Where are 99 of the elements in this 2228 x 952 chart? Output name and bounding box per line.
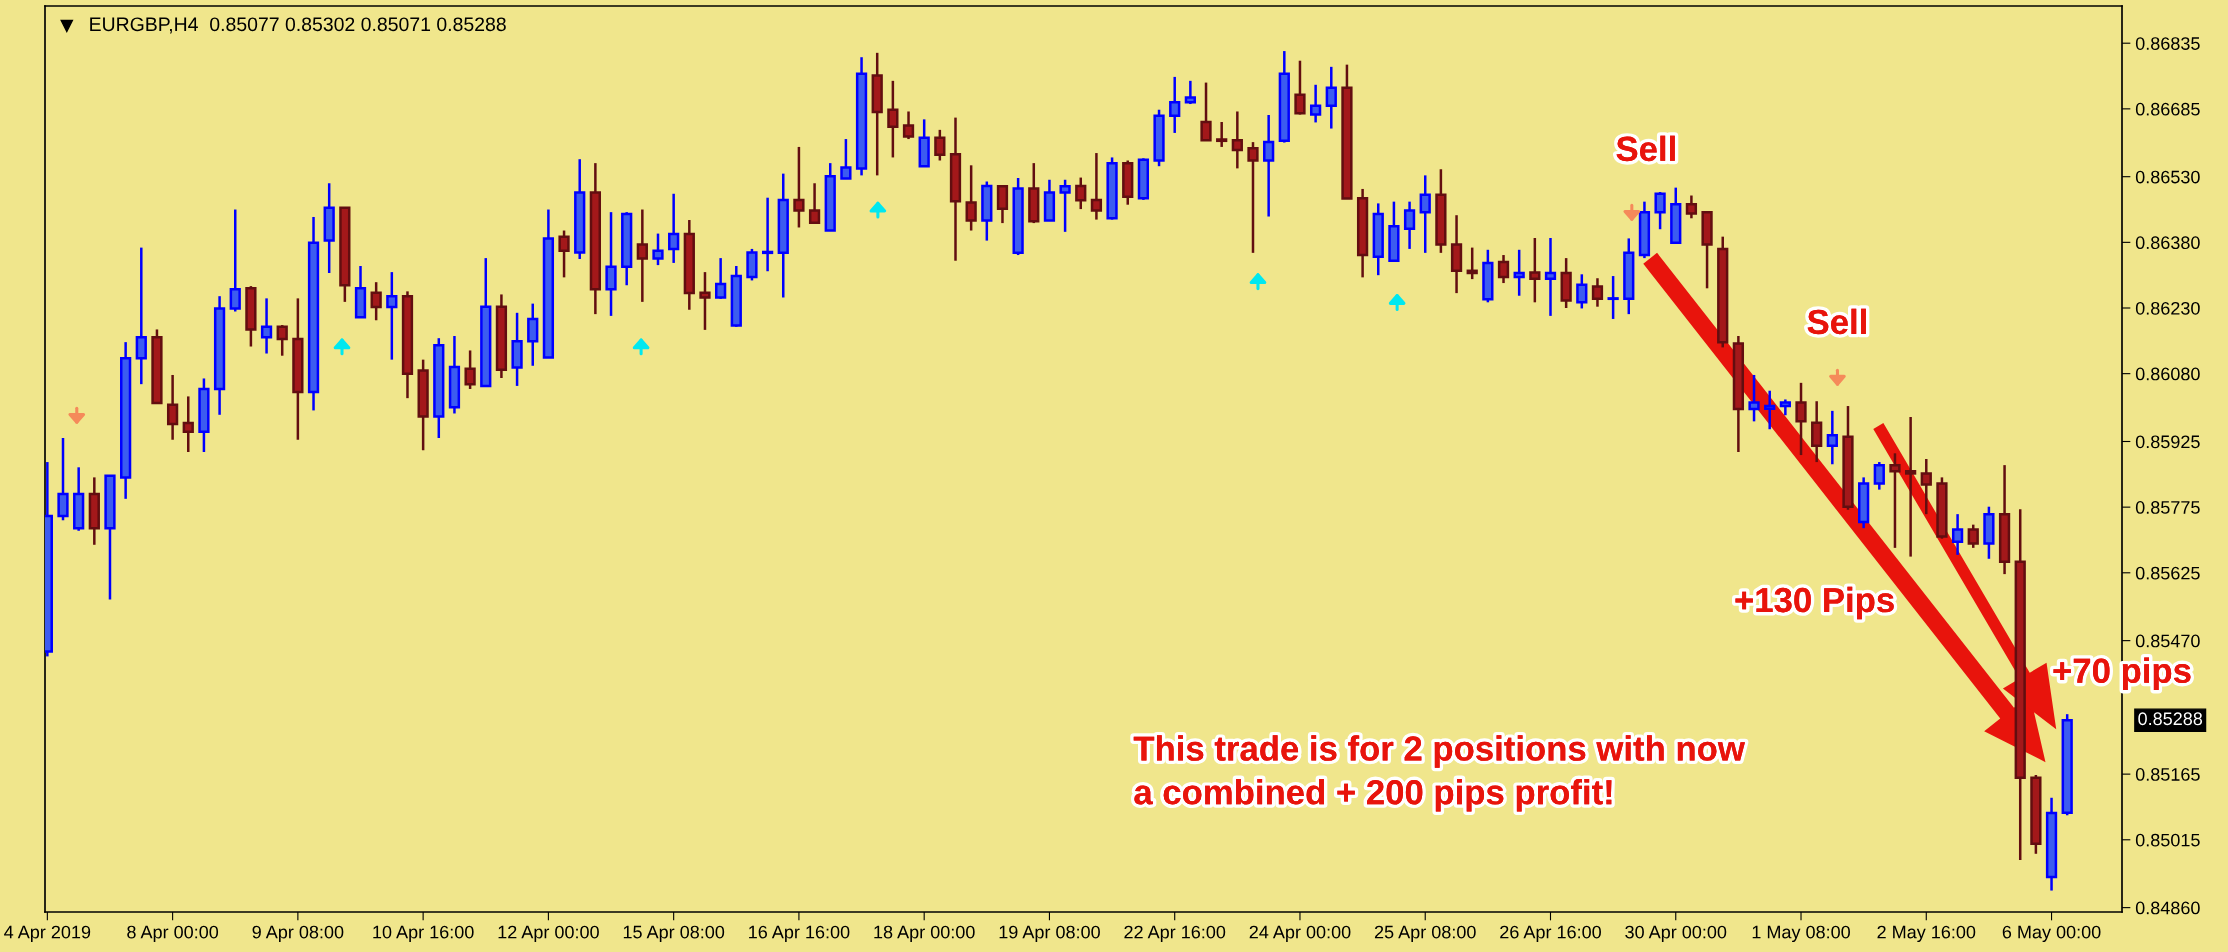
annotation: Sell bbox=[1616, 135, 1675, 162]
y-tick-label: 0.85015 bbox=[2135, 833, 2200, 847]
candlestick bbox=[1795, 381, 1807, 457]
candlestick bbox=[1529, 236, 1541, 304]
candlestick bbox=[1748, 373, 1760, 423]
candlestick bbox=[1654, 190, 1666, 231]
annotation: +130 Pips bbox=[1735, 586, 1894, 620]
annotation: This trade is for 2 positions with now a combined + 200 pips profit! bbox=[1133, 735, 1745, 812]
y-tick-label: 0.86530 bbox=[2135, 170, 2200, 184]
x-tick-label: 24 Apr 00:00 bbox=[1249, 925, 1351, 943]
text: 0.85288 bbox=[2138, 712, 2203, 726]
candlestick bbox=[1513, 248, 1525, 297]
candlestick bbox=[808, 182, 821, 224]
y-tick-label: 0.86080 bbox=[2135, 367, 2200, 381]
x-tick-label: 25 Apr 08:00 bbox=[1374, 925, 1476, 943]
candlestick bbox=[558, 229, 570, 279]
candlestick bbox=[1200, 81, 1212, 142]
candlestick bbox=[166, 373, 179, 441]
y-tick-label: 0.85470 bbox=[2135, 634, 2200, 648]
chart-title: EURGBP,H4 0.85077 0.85302 0.85071 0.85288 bbox=[90, 17, 506, 34]
candlestick bbox=[1967, 523, 1979, 550]
candlestick bbox=[1263, 113, 1275, 218]
y-tick-label: 0.85775 bbox=[2135, 501, 2200, 514]
candlestick bbox=[1607, 274, 1619, 321]
candlestick bbox=[57, 436, 69, 522]
candlestick bbox=[934, 128, 946, 162]
y-tick-label: 0.85925 bbox=[2135, 435, 2200, 449]
candlestick bbox=[1764, 389, 1776, 431]
candlestick bbox=[668, 192, 680, 265]
candlestick bbox=[1294, 59, 1306, 116]
candlestick bbox=[370, 280, 382, 322]
candlestick bbox=[1951, 512, 1964, 557]
candlestick bbox=[636, 208, 648, 304]
candlestick bbox=[1904, 415, 1917, 558]
candlestick bbox=[229, 208, 241, 313]
x-tick-label: 16 Apr 16:00 bbox=[749, 925, 850, 943]
x-tick-label: 22 Apr 16:00 bbox=[1124, 925, 1226, 943]
candlestick bbox=[1685, 194, 1698, 220]
candlestick bbox=[1497, 253, 1510, 285]
candlestick bbox=[386, 270, 398, 361]
x-tick-label: 10 Apr 16:00 bbox=[373, 925, 474, 943]
candlestick bbox=[464, 349, 476, 391]
candlestick bbox=[276, 323, 288, 357]
candlestick bbox=[996, 185, 1009, 225]
candlestick bbox=[715, 256, 727, 301]
candlestick bbox=[1826, 409, 1838, 466]
candlestick bbox=[1216, 120, 1228, 149]
candlestick bbox=[1544, 236, 1557, 318]
candlestick bbox=[902, 110, 915, 141]
candlestick bbox=[1075, 176, 1087, 211]
y-tick-label: 0.86380 bbox=[2135, 236, 2200, 250]
candlestick bbox=[1920, 457, 1932, 516]
candlestick bbox=[1419, 174, 1431, 255]
x-tick-label: 1 May 08:00 bbox=[1752, 925, 1850, 943]
x-tick-label: 6 May 00:00 bbox=[2002, 925, 2101, 943]
x-tick-label: 18 Apr 00:00 bbox=[874, 925, 975, 943]
candlestick bbox=[1873, 460, 1885, 491]
y-tick-label: 0.86835 bbox=[2135, 37, 2200, 50]
candlestick bbox=[1889, 452, 1901, 550]
candlestick bbox=[1576, 273, 1588, 310]
candlestick bbox=[887, 79, 899, 159]
x-tick-label: 12 Apr 00:00 bbox=[498, 925, 599, 943]
candlestick bbox=[1591, 276, 1604, 308]
y-tick-label: 0.84860 bbox=[2135, 901, 2200, 915]
candlestick bbox=[652, 232, 664, 267]
candlestick bbox=[135, 246, 147, 386]
candlestick bbox=[1403, 200, 1416, 251]
candlestick bbox=[1309, 83, 1322, 124]
x-tick-label: 19 Apr 08:00 bbox=[999, 925, 1100, 943]
candlestick bbox=[1466, 246, 1478, 281]
annotation: Sell bbox=[1807, 308, 1866, 335]
x-tick-label: 9 Apr 08:00 bbox=[252, 925, 344, 943]
candlestick bbox=[182, 395, 194, 454]
candlestick bbox=[1169, 75, 1181, 135]
y-tick-label: 0.85625 bbox=[2135, 566, 2200, 580]
candlestick bbox=[527, 302, 539, 368]
y-tick-label: 0.86685 bbox=[2135, 102, 2200, 116]
annotation: +70 pips bbox=[2053, 657, 2191, 690]
candlestick bbox=[260, 297, 273, 355]
x-tick-label: 4 Apr 2019 bbox=[4, 925, 91, 943]
candlestick bbox=[1090, 151, 1103, 221]
candlestick bbox=[840, 137, 852, 180]
candlestick bbox=[1247, 140, 1259, 255]
candlestick bbox=[1325, 65, 1337, 130]
y-tick-label: 0.86230 bbox=[2135, 301, 2200, 315]
candlestick bbox=[793, 145, 805, 229]
x-tick-label: 30 Apr 00:00 bbox=[1625, 925, 1727, 943]
y-tick-label: 0.85165 bbox=[2135, 768, 2200, 781]
candlestick bbox=[965, 164, 977, 232]
candlestick bbox=[699, 270, 711, 332]
x-tick-label: 2 May 16:00 bbox=[1877, 925, 1976, 943]
x-tick-label: 8 Apr 00:00 bbox=[127, 925, 219, 943]
x-tick-label: 26 Apr 16:00 bbox=[1500, 925, 1601, 943]
candlestick bbox=[761, 196, 774, 273]
candlestick bbox=[1231, 110, 1243, 170]
x-tick-label: 15 Apr 08:00 bbox=[623, 925, 725, 943]
candlestick bbox=[1811, 399, 1823, 464]
candlestick bbox=[605, 210, 617, 318]
candlestick bbox=[1059, 178, 1071, 234]
